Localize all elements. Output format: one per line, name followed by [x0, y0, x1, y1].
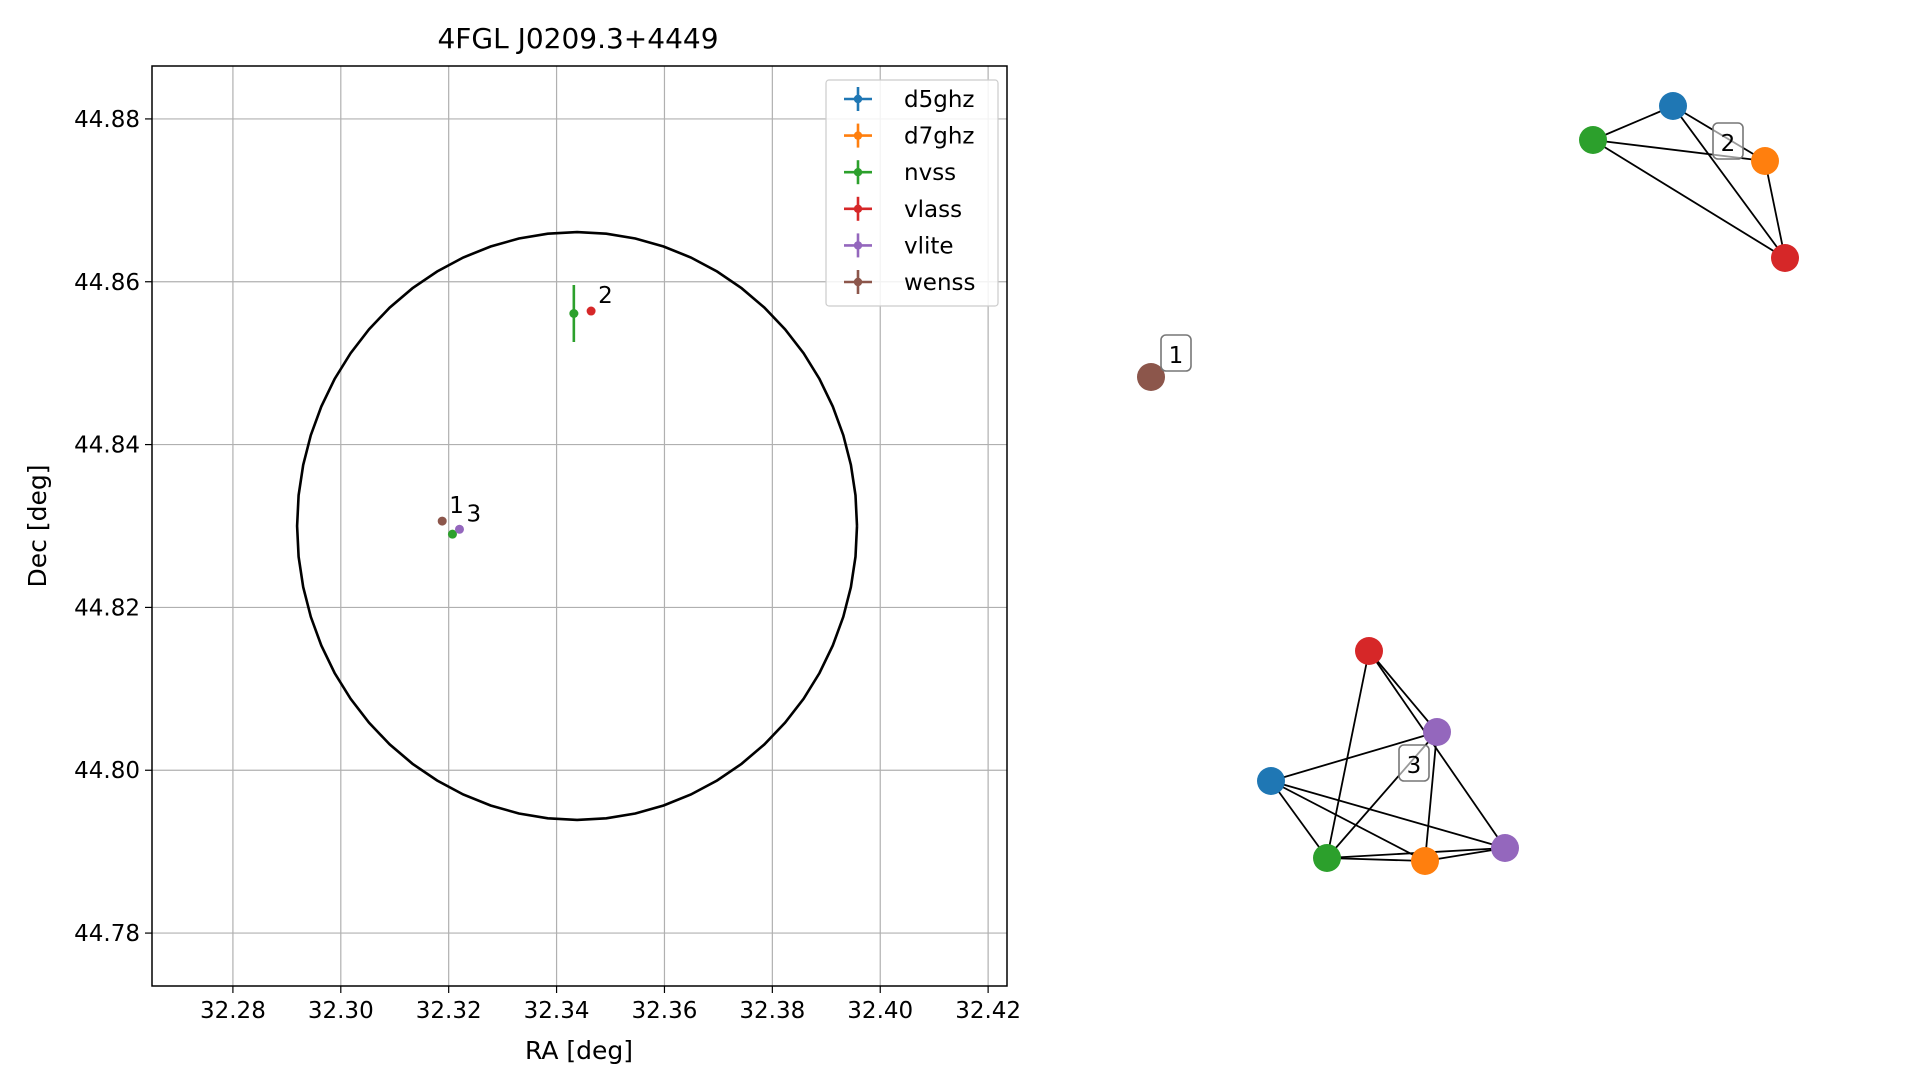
chart-title: 4FGL J0209.3+4449	[437, 22, 718, 55]
x-tick-label: 32.34	[524, 998, 590, 1024]
cluster-label-text: 3	[1407, 753, 1422, 779]
scatter-plot: 4FGL J0209.3+4449 32.28 32.30 32.32 32.34 32…	[23, 22, 1021, 1065]
x-tick-label: 32.40	[847, 998, 913, 1024]
legend-marker-dot	[853, 277, 863, 287]
legend-marker-dot	[853, 94, 863, 104]
cluster-label-text: 1	[1169, 343, 1184, 369]
x-tick-label: 32.36	[632, 998, 698, 1024]
legend-marker-dot	[853, 241, 863, 250]
legend-label-d5ghz: d5ghz	[904, 87, 974, 113]
annotations-layer: 1 2 3	[449, 283, 613, 527]
y-axis-label: Dec [deg]	[23, 465, 52, 588]
x-tick-label: 32.28	[200, 998, 266, 1024]
graph-edge	[1368, 650, 1506, 849]
graph-edge	[1672, 105, 1786, 259]
x-tick-label: 32.30	[308, 998, 374, 1024]
graph-node	[1313, 844, 1341, 872]
network-graph: 1 2 3	[1137, 92, 1799, 875]
graph-node	[1751, 147, 1779, 175]
graph-node	[1257, 767, 1285, 795]
x-axis-ticks: 32.28 32.30 32.32 32.34 32.36 32.38 32.40 32.42	[200, 986, 1021, 1024]
y-tick-label: 44.82	[74, 595, 140, 621]
point-annotation: 3	[466, 501, 481, 527]
graph-node	[1411, 847, 1439, 875]
graph-edge	[1326, 650, 1370, 859]
nodes-layer	[1137, 92, 1799, 875]
y-tick-label: 44.88	[74, 107, 140, 133]
point-nvss	[569, 309, 579, 319]
legend: d5ghz d7ghz nvss vlass vlite wenss	[825, 79, 999, 307]
graph-node	[1423, 718, 1451, 746]
graph-edge	[1270, 780, 1506, 849]
point-annotation: 2	[598, 283, 613, 309]
cluster-label-1: 1	[1160, 334, 1192, 372]
graph-node	[1579, 126, 1607, 154]
graph-edge	[1326, 857, 1426, 862]
cluster-label-box	[1398, 744, 1430, 782]
legend-label-vlite: vlite	[904, 233, 954, 259]
y-axis-ticks: 44.78 44.80 44.82 44.84 44.86 44.88	[74, 107, 152, 947]
graph-edge	[1368, 650, 1438, 733]
x-axis-label: RA [deg]	[525, 1036, 633, 1065]
legend-label-vlass: vlass	[904, 197, 962, 223]
edges-layer	[1270, 105, 1786, 862]
legend-marker-dot	[853, 168, 863, 177]
y-tick-label: 44.84	[74, 433, 140, 459]
point-vlass	[586, 306, 596, 316]
point-vlite	[454, 524, 464, 534]
x-tick-label: 32.42	[955, 998, 1021, 1024]
graph-edge	[1270, 731, 1438, 782]
graph-node	[1355, 637, 1383, 665]
cluster-label-2: 2	[1712, 122, 1744, 160]
x-tick-label: 32.38	[739, 998, 805, 1024]
legend-marker-dot	[853, 131, 863, 140]
graph-node	[1137, 363, 1165, 391]
y-tick-label: 44.80	[74, 758, 140, 784]
error-circle	[295, 230, 859, 822]
cluster-label-text: 2	[1721, 131, 1736, 157]
x-tick-label: 32.32	[416, 998, 482, 1024]
point-annotation: 1	[449, 493, 464, 519]
y-tick-label: 44.86	[74, 270, 140, 296]
point-wenss	[437, 516, 447, 526]
point-nvss	[447, 529, 457, 539]
legend-label-wenss: wenss	[904, 270, 976, 296]
y-tick-label: 44.78	[74, 921, 140, 947]
graph-edge	[1424, 731, 1438, 862]
error-circle-layer	[295, 230, 859, 822]
points-layer	[437, 285, 596, 539]
legend-label-d7ghz: d7ghz	[904, 124, 974, 150]
cluster-label-3: 3	[1398, 744, 1430, 782]
graph-edge	[1592, 139, 1786, 259]
graph-edge	[1270, 780, 1426, 862]
graph-node	[1659, 92, 1687, 120]
plot-frame	[151, 65, 1008, 987]
cluster-labels-layer: 1 2 3	[1160, 122, 1744, 782]
legend-label-nvss: nvss	[904, 160, 956, 186]
graph-node	[1771, 244, 1799, 272]
cluster-label-box	[1160, 334, 1192, 372]
graph-edge	[1270, 780, 1328, 859]
graph-edge	[1764, 160, 1786, 259]
legend-marker-dot	[853, 204, 863, 213]
graph-node	[1491, 834, 1519, 862]
cluster-label-box	[1712, 122, 1744, 160]
graph-edge	[1592, 105, 1674, 141]
